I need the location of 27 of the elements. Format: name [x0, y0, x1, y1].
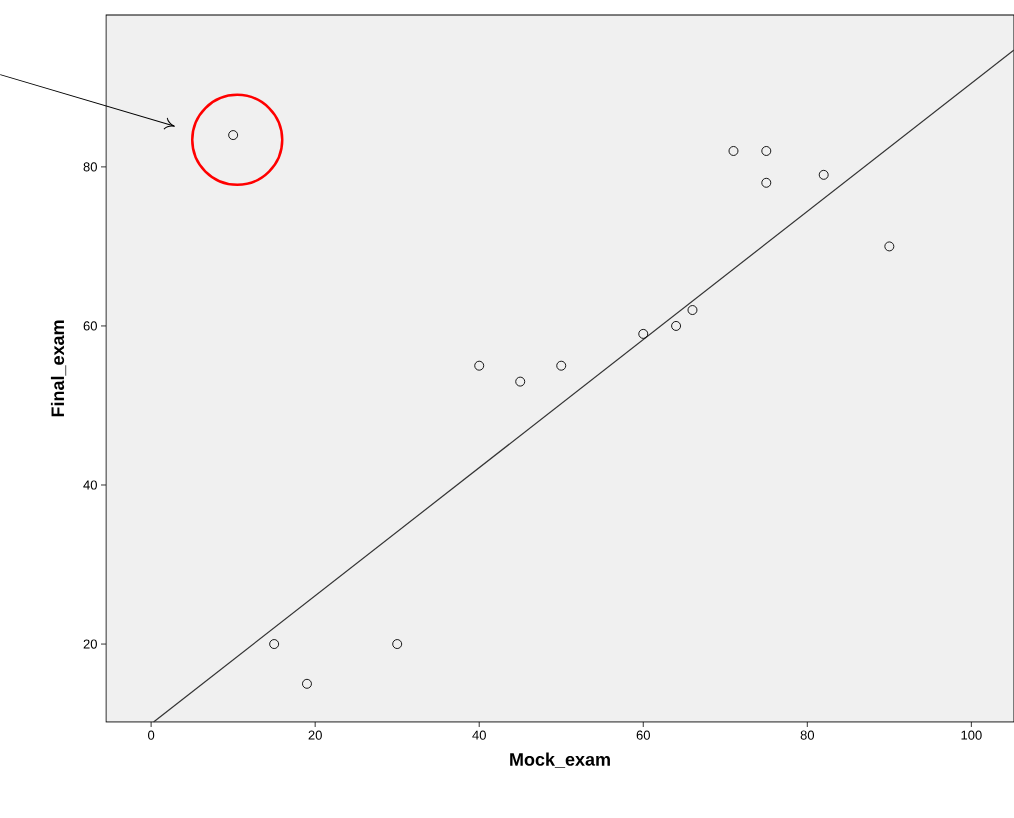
y-tick-label: 80 — [83, 162, 97, 172]
y-tick-label: 60 — [83, 321, 97, 331]
point — [671, 320, 682, 331]
point — [515, 376, 526, 387]
y-tick-label: 40 — [83, 480, 97, 490]
point — [884, 241, 895, 252]
x-tick-label: 40 — [472, 730, 486, 740]
point — [392, 639, 403, 649]
point — [818, 169, 829, 180]
point — [269, 639, 280, 649]
point — [556, 360, 567, 371]
point — [474, 360, 485, 371]
point — [302, 678, 312, 689]
point — [687, 305, 698, 315]
y-tick-label: 20 — [83, 639, 97, 649]
x-tick-label: 0 — [148, 730, 155, 740]
point — [728, 146, 739, 156]
point — [761, 146, 772, 156]
point — [228, 130, 239, 141]
point — [761, 177, 772, 188]
x-tick-label: 80 — [800, 730, 815, 740]
x-tick-label: 100 — [961, 730, 982, 740]
point — [638, 328, 649, 339]
x-tick-label: 60 — [636, 730, 650, 740]
x-axis-title: Mock_exam — [510, 752, 610, 768]
x-tick-label: 20 — [308, 730, 322, 740]
y-axis-title: Final_exam — [50, 320, 67, 417]
